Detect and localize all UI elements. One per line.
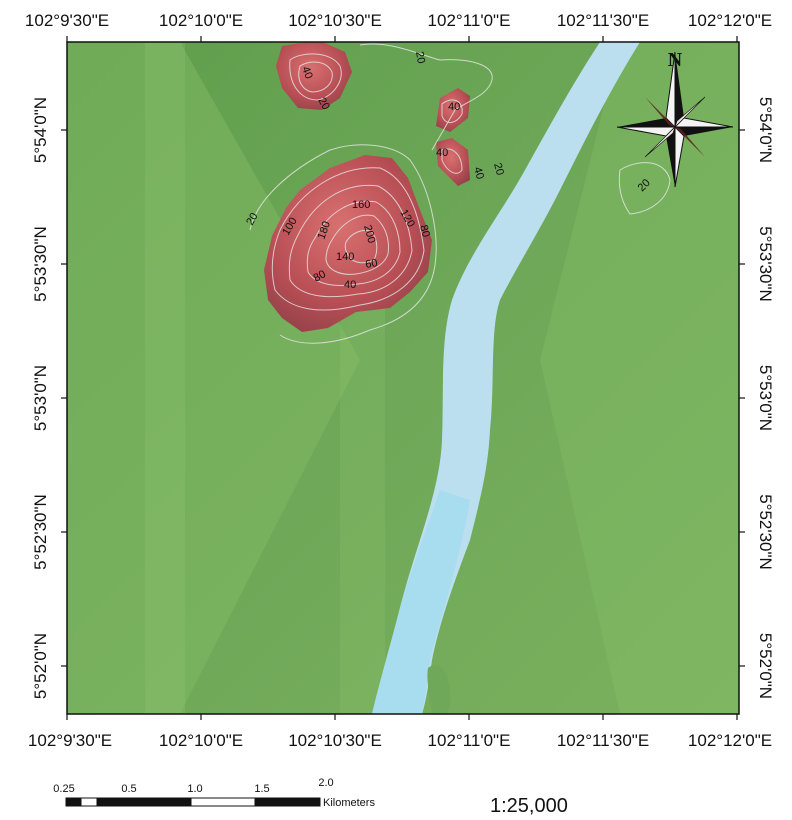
longitude-label: 102°9'30"E: [25, 11, 109, 30]
latitude-label: 5°54'0"N: [31, 97, 50, 163]
latitude-labels-right: 5°54'0"N 5°53'30"N 5°53'0"N 5°52'30"N 5°…: [756, 97, 775, 699]
hill-small-north: [436, 88, 470, 132]
scale-bar: 0.25 0.5 1.0 1.5 2.0 Kilometers: [53, 777, 375, 809]
contour-label: 80: [312, 268, 329, 285]
latitude-label: 5°52'0"N: [31, 633, 50, 699]
contour-label: 40: [471, 166, 486, 181]
contour-label: 20: [413, 50, 427, 64]
river-island: [427, 665, 451, 714]
longitude-label: 102°10'30"E: [288, 731, 382, 750]
latitude-label: 5°53'30"N: [756, 226, 775, 302]
latitude-label: 5°54'0"N: [756, 97, 775, 163]
contour-label: 140: [336, 251, 354, 263]
longitude-label: 102°10'0"E: [159, 11, 243, 30]
latitude-labels-left: 5°54'0"N 5°53'30"N 5°53'0"N 5°52'30"N 5°…: [31, 97, 50, 699]
longitude-label: 102°9'30"E: [28, 731, 112, 750]
contour-label: 40: [436, 147, 448, 159]
scale-tick-label: 1.5: [254, 783, 269, 795]
scale-tick-label: 0.25: [53, 783, 74, 795]
terrain-band: [340, 300, 385, 714]
terrain-shading: [67, 42, 360, 714]
scale-tick-label: 1.0: [187, 783, 202, 795]
terrain-band: [145, 42, 185, 714]
latitude-label: 5°52'30"N: [756, 494, 775, 570]
scale-ratio: 1:25,000: [490, 795, 568, 817]
map-border: [66, 41, 740, 715]
longitude-labels-top: 102°9'30"E 102°10'0"E 102°10'30"E 102°11…: [25, 11, 772, 30]
hill-small-south: [436, 138, 470, 186]
longitude-label: 102°12'0"E: [688, 731, 772, 750]
north-label: N: [668, 49, 683, 71]
scale-unit: Kilometers: [323, 797, 375, 809]
contour-label: 60: [364, 257, 378, 271]
contour-label: 200: [361, 224, 377, 245]
contour-label: 20: [244, 211, 261, 228]
contour-lines: [249, 43, 671, 344]
compass-rose-icon: [616, 51, 734, 188]
latitude-label: 5°53'0"N: [756, 365, 775, 431]
graticule-ticks: [61, 36, 745, 720]
longitude-label: 102°10'30"E: [288, 11, 382, 30]
hill-main: [264, 155, 432, 332]
latitude-label: 5°53'0"N: [31, 365, 50, 431]
longitude-labels-bottom: 102°9'30"E 102°10'0"E 102°10'30"E 102°11…: [28, 731, 772, 750]
longitude-label: 102°10'0"E: [159, 731, 243, 750]
contour-label: 40: [448, 101, 460, 113]
map-frame: 20 40 20 40 40 40 20 160 100 180 200 120…: [67, 42, 739, 714]
longitude-label: 102°11'0"E: [428, 11, 511, 30]
terrain-shading-east: [540, 42, 739, 714]
contour-label: 20: [491, 162, 506, 177]
contour-label: 180: [316, 220, 334, 241]
river-south: [372, 490, 470, 714]
longitude-label: 102°11'30"E: [557, 731, 649, 750]
longitude-label: 102°12'0"E: [688, 11, 772, 30]
longitude-label: 102°11'0"E: [428, 731, 511, 750]
latitude-label: 5°52'0"N: [756, 633, 775, 699]
contour-label-group: 20 40 20 40 40 40 20 160 100 180 200 120…: [244, 50, 653, 291]
contour-label: 40: [344, 279, 356, 291]
scale-tick-label: 2.0: [318, 777, 333, 789]
contour-label: 80: [417, 224, 432, 239]
contour-label: 20: [315, 96, 332, 113]
longitude-label: 102°11'30"E: [557, 11, 649, 30]
scale-tick-label: 0.5: [121, 783, 136, 795]
contour-label: 160: [352, 199, 370, 211]
latitude-label: 5°53'30"N: [31, 226, 50, 302]
latitude-label: 5°52'30"N: [31, 494, 50, 570]
contour-label: 40: [299, 65, 314, 81]
